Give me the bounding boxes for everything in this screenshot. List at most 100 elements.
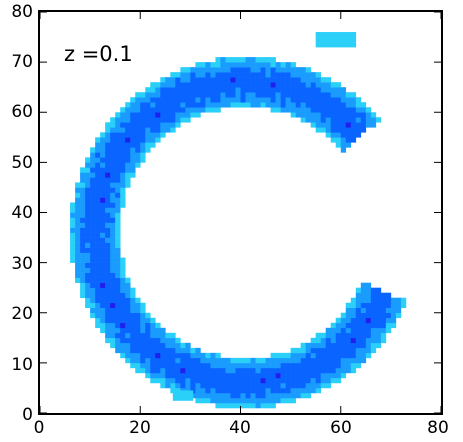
heatmap-cell xyxy=(155,97,161,103)
heatmap-cell xyxy=(395,312,402,319)
heatmap-cell xyxy=(350,352,357,359)
heatmap-cell xyxy=(210,62,216,68)
heatmap-cell xyxy=(400,297,407,304)
heatmap-cell xyxy=(145,347,151,354)
heatmap-cell xyxy=(85,287,91,293)
heatmap-cell xyxy=(380,317,387,324)
heatmap-cell xyxy=(110,207,116,213)
heatmap-cell xyxy=(285,107,291,113)
heatmap-cell xyxy=(180,77,186,83)
heatmap-cell xyxy=(380,332,387,339)
heatmap-cell xyxy=(200,377,206,384)
heatmap-cell xyxy=(385,327,392,334)
heatmap-cell xyxy=(110,162,116,168)
heatmap-cell xyxy=(265,97,271,103)
heatmap-cell xyxy=(310,97,316,103)
heatmap-cell xyxy=(270,72,276,78)
heatmap-cell xyxy=(115,217,121,223)
heatmap-cell xyxy=(225,397,231,404)
heatmap-cell xyxy=(360,122,367,128)
heatmap-cell xyxy=(150,367,156,374)
heatmap-cell xyxy=(100,267,106,273)
heatmap-cell xyxy=(305,347,311,354)
heatmap-cell xyxy=(175,117,181,123)
heatmap-cell xyxy=(120,147,126,153)
heatmap-cell xyxy=(250,87,256,93)
heatmap-cell xyxy=(345,362,352,369)
heatmap-cell xyxy=(185,377,191,384)
heatmap-cell xyxy=(155,122,161,128)
heatmap-cell xyxy=(105,172,111,178)
heatmap-cell xyxy=(95,232,101,238)
heatmap-cell xyxy=(185,102,191,108)
heatmap-cell xyxy=(75,187,81,193)
heatmap-cell xyxy=(165,122,171,128)
heatmap-cell xyxy=(325,132,332,138)
heatmap-cell xyxy=(105,327,111,334)
heatmap-cell xyxy=(80,247,86,253)
heatmap-cell xyxy=(340,362,347,369)
heatmap-cell xyxy=(360,282,367,288)
heatmap-cell xyxy=(185,67,191,73)
heatmap-cell xyxy=(250,367,256,374)
heatmap-cell xyxy=(135,132,141,138)
heatmap-cell xyxy=(155,372,161,379)
heatmap-cell xyxy=(90,252,96,258)
heatmap-cell xyxy=(135,362,141,369)
heatmap-cell xyxy=(185,107,191,113)
heatmap-cell xyxy=(335,117,342,123)
heatmap-cell xyxy=(165,87,171,93)
heatmap-cell xyxy=(145,357,151,364)
heatmap-cell xyxy=(310,87,316,93)
heatmap-cell xyxy=(385,297,392,304)
heatmap-cell xyxy=(90,177,96,183)
heatmap-cell xyxy=(295,357,301,364)
heatmap-cell xyxy=(320,347,327,354)
heatmap-cell xyxy=(230,372,236,379)
heatmap-cell xyxy=(315,122,321,128)
heatmap-cell xyxy=(195,377,201,384)
heatmap-cell xyxy=(135,162,141,168)
heatmap-cell xyxy=(115,347,121,354)
heatmap-cell xyxy=(305,392,311,399)
heatmap-cell xyxy=(200,357,206,364)
heatmap-cell xyxy=(155,337,161,344)
heatmap-cell xyxy=(285,352,291,359)
heatmap-cell xyxy=(345,342,352,349)
heatmap-cell xyxy=(115,172,121,178)
heatmap-cell xyxy=(110,152,116,158)
heatmap-cell xyxy=(90,237,96,243)
heatmap-cell xyxy=(105,192,111,198)
heatmap-cell xyxy=(225,57,231,63)
heatmap-cell xyxy=(350,337,357,344)
heatmap-cell xyxy=(360,352,367,359)
heatmap-cell xyxy=(360,307,367,314)
heatmap-cell xyxy=(130,312,136,319)
heatmap-cell xyxy=(290,102,296,108)
heatmap-cell xyxy=(355,127,362,133)
heatmap-cell xyxy=(310,362,316,369)
heatmap-cell xyxy=(280,92,286,98)
heatmap-cell xyxy=(275,92,281,98)
heatmap-cell xyxy=(105,332,111,339)
heatmap-cell xyxy=(135,322,141,329)
heatmap-cell xyxy=(125,327,131,334)
heatmap-cell xyxy=(310,382,316,389)
heatmap-cell xyxy=(155,357,161,364)
heatmap-cell xyxy=(190,382,196,389)
heatmap-cell xyxy=(170,117,176,123)
x-tick-label: 60 xyxy=(330,418,352,438)
heatmap-cell xyxy=(325,337,332,344)
heatmap-cell xyxy=(285,97,291,103)
heatmap-cell xyxy=(195,97,201,103)
heatmap-cell xyxy=(95,252,101,258)
heatmap-cell xyxy=(300,112,306,118)
y-tick-label: 40 xyxy=(11,203,33,223)
heatmap-cell xyxy=(320,92,327,98)
heatmap-cell xyxy=(90,287,96,293)
heatmap-cell xyxy=(105,312,111,319)
heatmap-cell xyxy=(250,82,256,88)
heatmap-cell xyxy=(270,357,276,364)
heatmap-cell xyxy=(245,362,251,369)
heatmap-cell xyxy=(95,302,101,309)
